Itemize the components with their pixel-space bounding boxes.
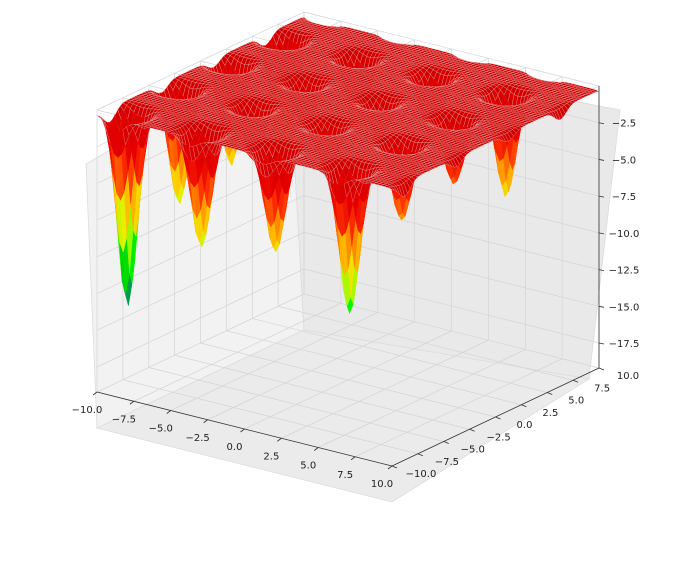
gridline-y-floor [252,318,548,393]
gridline-z [96,195,600,294]
gridline-y-floor [226,330,522,406]
surface [96,17,600,314]
gridline-y-floor [200,342,496,418]
gridline-y-floor [174,354,470,430]
gridline-y-floor [303,293,600,369]
gridline-y-floor [122,379,418,455]
gridline-y [303,11,600,294]
gridline-y-floor [148,367,444,442]
gridline-z [96,268,600,368]
gridline-z [96,231,600,331]
gridline-y-floor [278,305,574,381]
